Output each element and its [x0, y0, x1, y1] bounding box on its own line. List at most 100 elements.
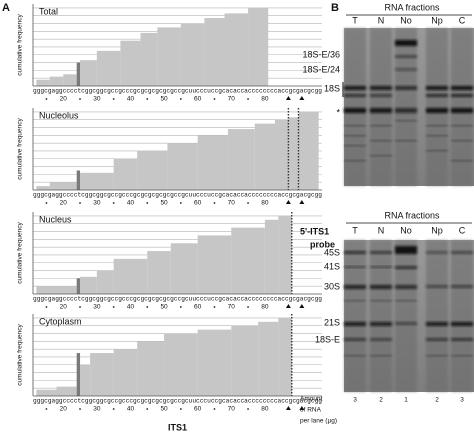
- gel-band: [370, 155, 392, 157]
- amount-label: per lane (µg): [300, 418, 337, 425]
- amount-value: 3: [353, 397, 357, 404]
- gel-band: [426, 125, 448, 127]
- step-bar: [170, 243, 198, 294]
- chart-title: Total: [39, 6, 58, 16]
- gel-band: [395, 40, 417, 46]
- gel-band: [370, 86, 392, 90]
- lane-label: T: [352, 225, 358, 235]
- x-tick-dot: [45, 408, 48, 410]
- gel-band: [451, 160, 473, 162]
- x-tick-dot: [79, 98, 81, 100]
- gel-band: [395, 246, 417, 254]
- x-tick-label: 30: [93, 200, 101, 207]
- gel-lane: [395, 240, 417, 392]
- gel-band: [451, 251, 473, 254]
- arrow-marker: [299, 96, 305, 100]
- step-bar: [76, 353, 81, 396]
- step-bar: [264, 219, 279, 294]
- amount-value: 3: [460, 397, 464, 404]
- band-label: 18S: [324, 83, 340, 93]
- probe-label: probe: [310, 239, 335, 249]
- x-tick-label: 50: [160, 304, 168, 311]
- x-tick-label: 60: [194, 304, 202, 311]
- y-axis-label: cumulative frequency: [17, 14, 24, 76]
- gel-lane: [451, 28, 473, 186]
- x-tick-dot: [146, 306, 149, 308]
- step-bar: [231, 227, 265, 294]
- gel-band: [451, 108, 473, 113]
- gel-band: [451, 355, 473, 357]
- arrow-marker: [285, 304, 291, 308]
- gel-band: [344, 145, 366, 147]
- gel-band: [426, 86, 448, 90]
- gel-band: [395, 108, 417, 113]
- gel-band: [344, 135, 366, 137]
- gel-band: [344, 125, 366, 127]
- x-tick-dot: [112, 98, 115, 100]
- step-bar: [80, 60, 97, 86]
- gel-band: [395, 140, 417, 142]
- gel-band: [451, 285, 473, 288]
- gel-band: [395, 285, 417, 289]
- step-bar: [197, 135, 228, 190]
- gel-band: [344, 355, 366, 357]
- lane-label: T: [352, 15, 358, 25]
- step-bar: [224, 13, 249, 86]
- x-tick-dot: [79, 306, 81, 308]
- gel-band: [370, 140, 392, 142]
- x-tick-dot: [213, 408, 216, 410]
- step-bar: [137, 150, 168, 190]
- step-bar: [197, 329, 232, 396]
- panel-label: B: [331, 2, 339, 14]
- gel-lane: [370, 28, 392, 186]
- step-bar: [56, 386, 77, 396]
- x-tick-label: 70: [228, 200, 236, 207]
- x-tick-label: 30: [93, 304, 101, 311]
- x-tick-dot: [247, 202, 249, 204]
- x-tick-label: 80: [261, 304, 269, 311]
- gel-band: [370, 251, 392, 254]
- gel-band: [426, 251, 448, 254]
- gel-band: [451, 338, 473, 341]
- x-tick-label: 60: [194, 406, 202, 413]
- x-tick-dot: [112, 408, 115, 410]
- step-bar: [90, 353, 114, 396]
- x-tick-label: 80: [261, 406, 269, 413]
- gel-band: [451, 94, 473, 97]
- gel-band: [426, 135, 448, 137]
- x-tick-dot: [112, 202, 115, 204]
- x-tick-label: 40: [127, 200, 135, 207]
- arrow-marker: [285, 406, 291, 410]
- step-bar: [36, 389, 57, 396]
- lane-label: N: [378, 225, 385, 235]
- band-label: *: [336, 107, 340, 117]
- step-bar: [258, 321, 279, 396]
- sequence: gggcgaggcccctcggcggcgccgcccgcgcgcgcgcgcc…: [33, 398, 322, 405]
- x-tick-label: 50: [160, 96, 168, 103]
- lane-label: N: [378, 15, 385, 25]
- step-bar: [197, 235, 232, 294]
- x-tick-label: 20: [60, 406, 68, 413]
- x-axis-label: ITS1: [168, 422, 187, 432]
- step-bar: [204, 18, 225, 86]
- gel-band: [370, 285, 392, 289]
- step-bar: [278, 215, 292, 294]
- gel-band: [370, 355, 392, 357]
- gel-band: [370, 338, 392, 341]
- gel-header: RNA fractions: [384, 210, 440, 220]
- chart-title: Nucleus: [39, 214, 72, 224]
- gel-band: [344, 108, 366, 113]
- chart-title: Nucleolus: [39, 110, 79, 120]
- gel-band: [344, 338, 366, 341]
- x-tick-label: 20: [60, 304, 68, 311]
- step-bar: [49, 76, 64, 86]
- step-bar: [113, 349, 138, 396]
- lane-label: Np: [431, 225, 443, 235]
- x-tick-label: 20: [60, 200, 68, 207]
- lane-label: No: [400, 225, 412, 235]
- gel-band: [451, 322, 473, 326]
- x-tick-label: 30: [93, 406, 101, 413]
- y-axis-label: cumulative frequency: [17, 222, 24, 284]
- step-bar: [274, 119, 289, 190]
- sequence: gggcgaggcccctcggcggcgccgcccgcgcgcgcgcgcc…: [33, 192, 322, 199]
